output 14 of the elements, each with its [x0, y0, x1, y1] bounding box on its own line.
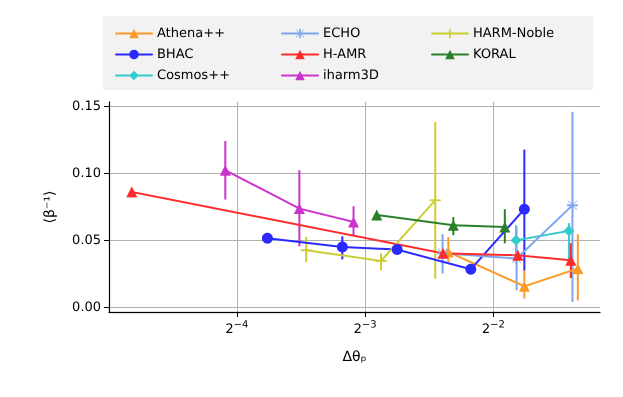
legend-label: BHAC [157, 47, 194, 62]
y-tick-label: 0.15 [72, 99, 101, 114]
legend-label: iharm3D [323, 68, 379, 83]
legend-label: Athena++ [157, 26, 225, 41]
y-axis-title: ⟨β⁻¹⟩ [42, 190, 58, 224]
legend-label: HARM-Noble [473, 26, 554, 41]
y-tick-label: 0.10 [72, 166, 101, 182]
y-tick-label: 0.05 [72, 233, 101, 248]
legend-label: ECHO [323, 26, 360, 41]
y-tick-label: 0.00 [72, 300, 101, 316]
legend-label: H-AMR [323, 47, 366, 62]
legend-label: Cosmos++ [157, 68, 230, 83]
x-axis-title: Δθₚ [342, 349, 367, 365]
legend-label: KORAL [473, 47, 516, 62]
